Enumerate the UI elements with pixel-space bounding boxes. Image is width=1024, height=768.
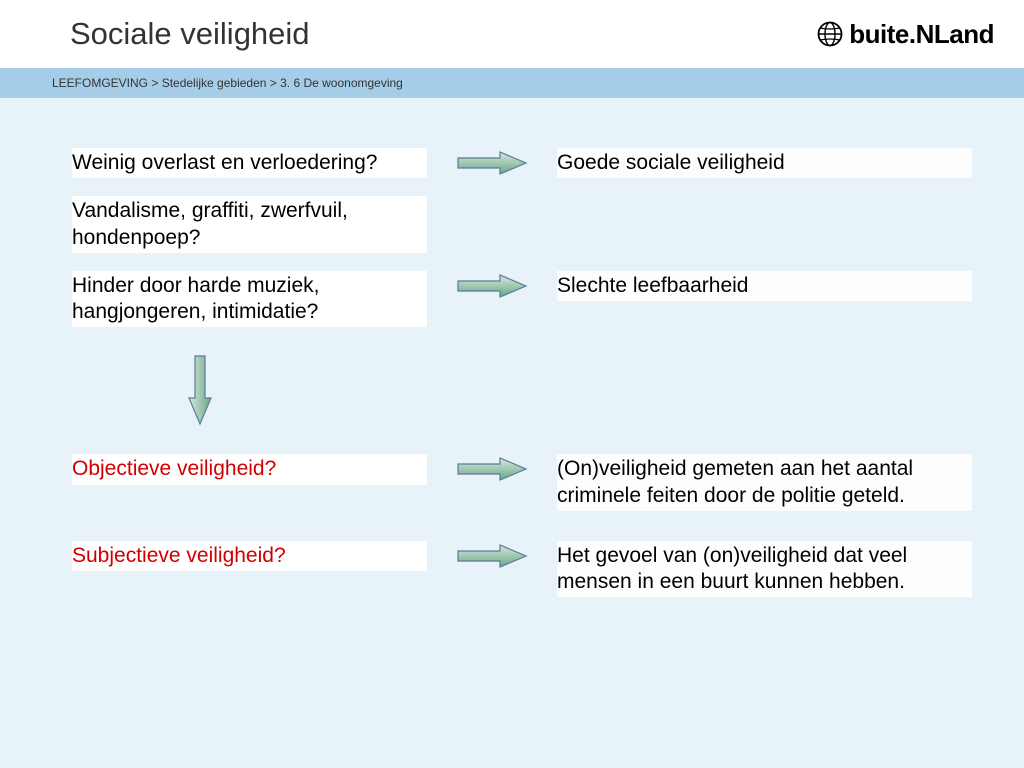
question-text: Objectieve veiligheid? [72, 454, 427, 484]
content-row: Subjectieve veiligheid? Het gevoel van (… [72, 541, 972, 598]
page-title: Sociale veiligheid [70, 16, 310, 52]
answer-text: Goede sociale veiligheid [557, 148, 972, 178]
answer-text: Het gevoel van (on)veiligheid dat veel m… [557, 541, 972, 598]
arrow-down-icon [72, 349, 972, 429]
content-row: Hinder door harde muziek, hangjongeren, … [72, 271, 972, 328]
content-row: Weinig overlast en verloedering? Goede s… [72, 148, 972, 178]
logo-text: buite.NLand [849, 19, 994, 50]
arrow-right-icon [427, 148, 557, 176]
content-row: Objectieve veiligheid? (On)veiligheid ge… [72, 454, 972, 511]
content: Weinig overlast en verloedering? Goede s… [0, 98, 1024, 768]
globe-icon [817, 21, 843, 47]
question-text: Vandalisme, graffiti, zwerfvuil, hondenp… [72, 196, 427, 253]
arrow-right-icon [427, 454, 557, 482]
question-text: Subjectieve veiligheid? [72, 541, 427, 571]
arrow-right-icon [427, 541, 557, 569]
logo: buite.NLand [817, 19, 994, 50]
question-text: Weinig overlast en verloedering? [72, 148, 427, 178]
arrow-right-icon [427, 271, 557, 299]
breadcrumb: LEEFOMGEVING > Stedelijke gebieden > 3. … [52, 76, 403, 90]
question-text: Hinder door harde muziek, hangjongeren, … [72, 271, 427, 328]
breadcrumb-bar: LEEFOMGEVING > Stedelijke gebieden > 3. … [0, 68, 1024, 98]
header: Sociale veiligheid buite.NLand [0, 0, 1024, 68]
answer-text: (On)veiligheid gemeten aan het aantal cr… [557, 454, 972, 511]
answer-text: Slechte leefbaarheid [557, 271, 972, 301]
content-row: Vandalisme, graffiti, zwerfvuil, hondenp… [72, 196, 972, 253]
